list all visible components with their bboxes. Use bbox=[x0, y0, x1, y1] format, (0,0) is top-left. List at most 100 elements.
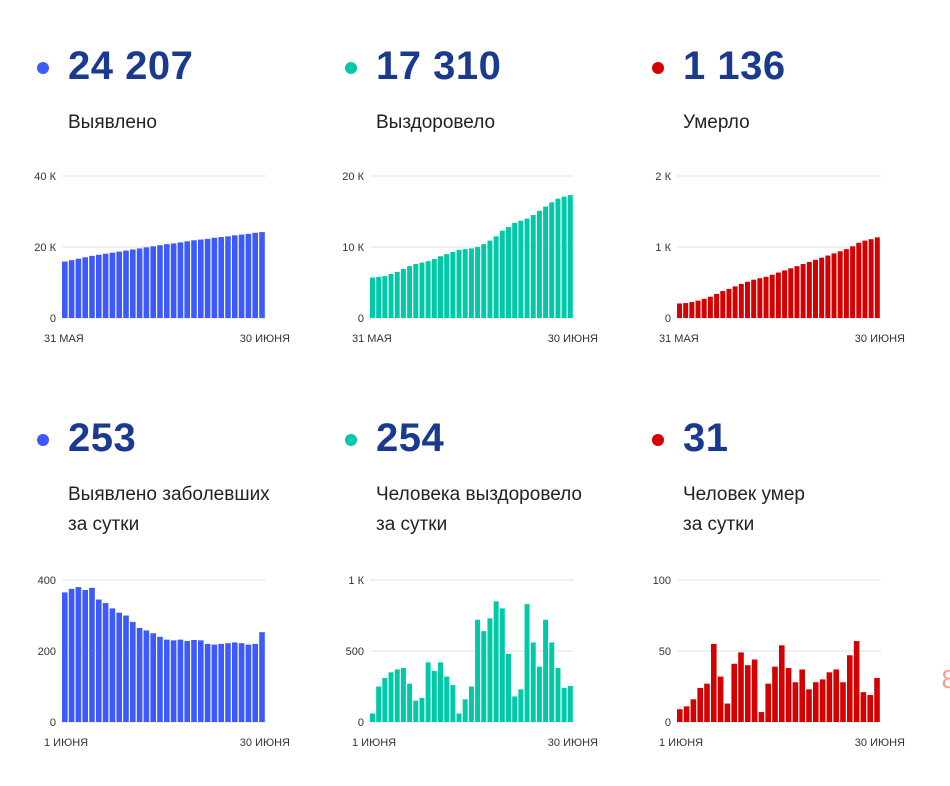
stat-value: 253 bbox=[68, 416, 137, 460]
stat-panel: 24 207 Выявлено 0 20 К 40 К 31 МАЯ 30 ИЮНЯ bbox=[30, 0, 330, 372]
bar bbox=[794, 266, 800, 318]
bar bbox=[738, 652, 744, 722]
bar-chart: 0 10 К 20 К 31 МАЯ 30 ИЮНЯ bbox=[342, 171, 598, 345]
bar bbox=[704, 683, 710, 722]
bar bbox=[697, 687, 703, 722]
legend-dot bbox=[345, 62, 357, 74]
bar bbox=[701, 298, 707, 318]
bar bbox=[683, 706, 690, 722]
y-tick-label: 1 К bbox=[655, 242, 671, 254]
bar bbox=[198, 239, 204, 318]
y-tick-label: 200 bbox=[38, 646, 56, 658]
bar bbox=[450, 685, 456, 722]
bar bbox=[109, 608, 116, 722]
x-tick-label: 31 МАЯ bbox=[352, 333, 392, 345]
bar bbox=[567, 685, 573, 722]
bar bbox=[259, 232, 265, 318]
bar bbox=[837, 251, 843, 318]
bar bbox=[530, 215, 536, 318]
x-tick-label: 30 ИЮНЯ bbox=[240, 737, 290, 749]
bar bbox=[856, 242, 862, 318]
stat-value: 254 bbox=[376, 416, 445, 460]
edge-digit: 8 bbox=[941, 664, 950, 694]
y-tick-label: 0 bbox=[358, 717, 364, 729]
bar bbox=[75, 587, 82, 722]
bar bbox=[211, 644, 218, 722]
bar bbox=[177, 639, 184, 722]
bar bbox=[543, 206, 549, 318]
bar bbox=[431, 259, 437, 318]
bar bbox=[82, 257, 88, 318]
bar bbox=[779, 645, 785, 722]
bar bbox=[438, 662, 443, 722]
y-tick-label: 0 bbox=[665, 717, 671, 729]
bar bbox=[677, 303, 682, 318]
bar bbox=[109, 252, 116, 318]
bar bbox=[102, 253, 109, 318]
bar bbox=[481, 244, 487, 318]
bar bbox=[211, 237, 218, 318]
bar bbox=[150, 633, 156, 722]
stat-label: Выявлено bbox=[68, 112, 157, 133]
bar bbox=[833, 669, 839, 722]
stat-label: Человека выздоровело bbox=[376, 484, 583, 505]
bar bbox=[758, 712, 765, 722]
x-tick-label: 30 ИЮНЯ bbox=[240, 333, 290, 345]
bar bbox=[792, 682, 799, 722]
bar bbox=[677, 709, 683, 722]
bar bbox=[68, 588, 75, 722]
bar bbox=[136, 248, 143, 318]
bar bbox=[62, 592, 68, 722]
bar bbox=[419, 697, 425, 722]
bar bbox=[819, 257, 825, 318]
y-tick-label: 0 bbox=[50, 313, 56, 325]
bar bbox=[468, 248, 474, 318]
bar bbox=[425, 662, 431, 722]
bar bbox=[512, 222, 518, 318]
bar bbox=[775, 272, 781, 318]
bar bbox=[425, 261, 431, 318]
bar bbox=[543, 619, 549, 722]
bar bbox=[252, 232, 258, 318]
bar-chart: 0 20 К 40 К 31 МАЯ 30 ИЮНЯ bbox=[34, 171, 290, 345]
bar bbox=[769, 274, 775, 318]
bar bbox=[252, 643, 258, 722]
bar bbox=[493, 601, 499, 722]
bar bbox=[136, 627, 143, 722]
legend-dot bbox=[37, 434, 49, 446]
legend-dot bbox=[652, 62, 664, 74]
bar bbox=[555, 198, 561, 318]
bar bbox=[376, 686, 382, 722]
bar bbox=[370, 277, 375, 318]
stat-panel: 1 136 Умерло 0 1 К 2 К 31 МАЯ 30 ИЮНЯ bbox=[645, 0, 945, 372]
bar bbox=[561, 196, 567, 318]
y-tick-label: 400 bbox=[38, 575, 56, 587]
x-tick-label: 1 ИЮНЯ bbox=[352, 737, 396, 749]
bar bbox=[177, 242, 184, 318]
bar bbox=[419, 262, 425, 318]
bar bbox=[157, 245, 163, 318]
y-tick-label: 20 К bbox=[34, 242, 56, 254]
bar bbox=[714, 293, 720, 318]
bar bbox=[874, 237, 880, 318]
bar bbox=[524, 604, 530, 722]
y-tick-label: 0 bbox=[358, 313, 364, 325]
bar bbox=[413, 700, 419, 722]
bar bbox=[530, 642, 536, 722]
stat-label: за сутки bbox=[683, 514, 755, 535]
bar bbox=[788, 268, 794, 318]
bar bbox=[738, 283, 744, 318]
bar bbox=[695, 300, 701, 318]
bar bbox=[868, 239, 874, 318]
bar bbox=[512, 696, 518, 722]
bar bbox=[785, 668, 792, 722]
bar bbox=[813, 682, 819, 722]
x-tick-label: 30 ИЮНЯ bbox=[855, 333, 905, 345]
bar bbox=[388, 672, 394, 722]
bar bbox=[456, 713, 462, 722]
bar bbox=[690, 699, 697, 722]
bar bbox=[831, 253, 837, 318]
bar bbox=[191, 240, 197, 318]
bar bbox=[102, 603, 109, 722]
bar bbox=[862, 240, 868, 318]
